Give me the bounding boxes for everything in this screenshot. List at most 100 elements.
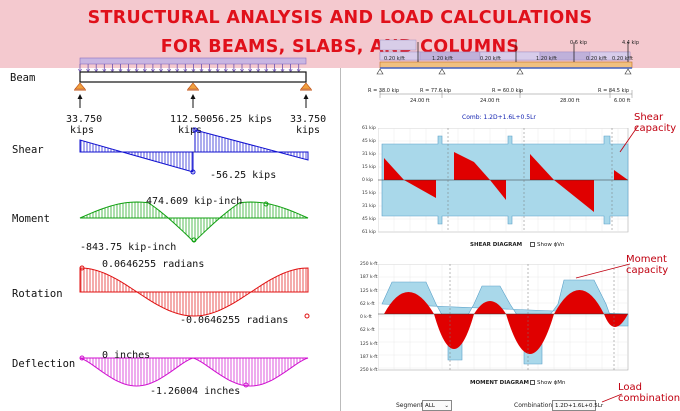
show-phivn-label: Show ϕVn <box>537 242 565 248</box>
reaction-mid-value: 112.500 <box>170 114 213 125</box>
span-length-4: 6.00 ft <box>614 98 631 104</box>
load-comb-title: Comb: 1.2D+1.6L+0.5Lr <box>462 114 536 121</box>
moment-demand <box>384 292 434 314</box>
trough-marker <box>304 313 310 319</box>
shear-y-tick: 45 kip <box>362 217 376 222</box>
annotation-arrow <box>601 393 623 403</box>
shear-diagram-title: SHEAR DIAGRAM <box>470 242 523 248</box>
show-phivn-checkbox[interactable] <box>530 242 535 247</box>
moment-y-tick: 250 k-ft <box>360 368 378 373</box>
beam-diagram <box>74 57 312 108</box>
moment-y-tick: 250 k-ft <box>360 262 378 267</box>
shear-demand <box>614 170 628 180</box>
shear-neg-value: -56.25 kips <box>210 170 277 181</box>
shear-y-tick: 0 kip <box>362 178 374 183</box>
moment-capacity-line2: capacity <box>626 265 669 276</box>
diagram-outline <box>79 357 309 387</box>
moment-demand <box>434 314 474 349</box>
shear-label: Shear <box>12 144 44 156</box>
load-combination-line2: combination <box>618 393 680 404</box>
reaction-left-value: 33.750 <box>66 114 103 125</box>
load-block <box>379 39 417 51</box>
left-rotation-diagram <box>79 265 310 319</box>
shear-capacity-diagram <box>378 128 629 233</box>
moment-capacity-line1: Moment <box>626 254 667 265</box>
peak-marker <box>79 265 85 271</box>
shear-y-tick: 61 kip <box>362 126 376 131</box>
support <box>624 68 632 75</box>
min-marker <box>243 382 249 388</box>
reaction-left-unit: kips <box>70 125 95 136</box>
reaction-right-unit: kips <box>296 125 321 136</box>
beam-label: Beam <box>10 72 36 84</box>
diagram-outline <box>79 267 309 317</box>
banner-title-line1: STRUCTURAL ANALYSIS AND LOAD CALCULATION… <box>87 8 593 28</box>
support-reaction-2: R = 77.6 kip <box>420 88 452 94</box>
support <box>376 68 384 75</box>
moment-demand <box>604 314 628 327</box>
support <box>516 68 524 75</box>
point-load-1: 0.6 kip <box>570 40 587 46</box>
moment-demand <box>474 301 506 314</box>
deflection-min-value: -1.26004 inches <box>150 386 241 397</box>
segment-select[interactable]: ALL ⌄ <box>422 400 452 411</box>
support-reaction-3: R = 60.0 kip <box>492 88 524 94</box>
combination-select[interactable]: 1.2D+1.6L+0.5Lr <box>552 400 603 411</box>
shear-demand <box>454 152 490 180</box>
shear-y-tick: 15 kip <box>362 191 376 196</box>
dist-load-2: 1.20 k/ft <box>432 56 453 62</box>
reaction-right-value: 33.750 <box>290 114 327 125</box>
load-combination-line1: Load <box>618 382 642 393</box>
peak-marker <box>192 127 198 133</box>
moment-y-tick: 0 k-ft <box>360 315 372 320</box>
trough-marker <box>190 169 196 175</box>
shear-y-tick: 31 kip <box>362 204 376 209</box>
rotation-neg-value: -0.0646255 radians <box>180 315 289 326</box>
show-phimn-checkbox[interactable] <box>530 380 535 385</box>
combination-label: Combination: <box>514 402 555 409</box>
dist-load-5: 0.20 k/ft <box>586 56 607 62</box>
segment-label: Segment: <box>396 402 426 409</box>
panel-divider <box>340 68 341 411</box>
moment-y-tick: 187 k-ft <box>360 275 378 281</box>
chevron-down-icon: ⌄ <box>444 403 449 409</box>
moment-pos-value: 474.609 kip-inch <box>146 196 243 207</box>
deflection-label: Deflection <box>12 358 76 370</box>
left-shear-diagram <box>79 127 309 175</box>
reaction-arrowhead <box>190 94 196 99</box>
moment-label: Moment <box>12 213 50 225</box>
annotation-arrow <box>575 263 631 279</box>
diagram-outline <box>79 139 194 173</box>
span-length-1: 24.00 ft <box>410 98 430 104</box>
moment-demand <box>506 314 554 354</box>
shear-demand <box>490 180 506 200</box>
segment-select-value: ALL <box>425 403 435 409</box>
support-reaction-4: R = 84.5 kip <box>598 88 630 94</box>
dist-load-1: 0.20 k/ft <box>384 56 405 62</box>
show-phimn-label: Show ϕMn <box>537 380 566 386</box>
dist-load-6: 0.20 k/ft <box>612 56 633 62</box>
span-length-3: 28.00 ft <box>560 98 580 104</box>
shear-demand <box>404 180 436 198</box>
support <box>438 68 446 75</box>
shear-demand <box>554 180 594 212</box>
moment-neg-value: -843.75 kip-inch <box>80 242 177 253</box>
shear-capacity-annotation: Shear capacity <box>634 112 676 134</box>
left-deflection-diagram <box>79 355 309 388</box>
moment-y-tick: 125 k-ft <box>360 341 378 347</box>
pin-support <box>300 82 312 90</box>
shear-y-tick: 45 kip <box>362 139 376 144</box>
continuous-beam-model <box>376 39 633 98</box>
rotation-label: Rotation <box>12 288 63 300</box>
shear-capacity-line1: Shear <box>634 112 664 123</box>
peak-marker <box>263 201 269 207</box>
shear-capacity-line2: capacity <box>634 123 677 134</box>
shear-y-tick: 31 kip <box>362 152 376 157</box>
distributed-load-band <box>79 57 307 65</box>
load-segment <box>589 51 631 61</box>
reaction-mid-unit: kips <box>178 125 203 136</box>
combination-select-value: 1.2D+1.6L+0.5Lr <box>555 403 604 409</box>
shear-pos-value: 56.25 kips <box>212 114 273 125</box>
left-moment-diagram <box>79 201 309 243</box>
pin-support <box>74 82 86 90</box>
